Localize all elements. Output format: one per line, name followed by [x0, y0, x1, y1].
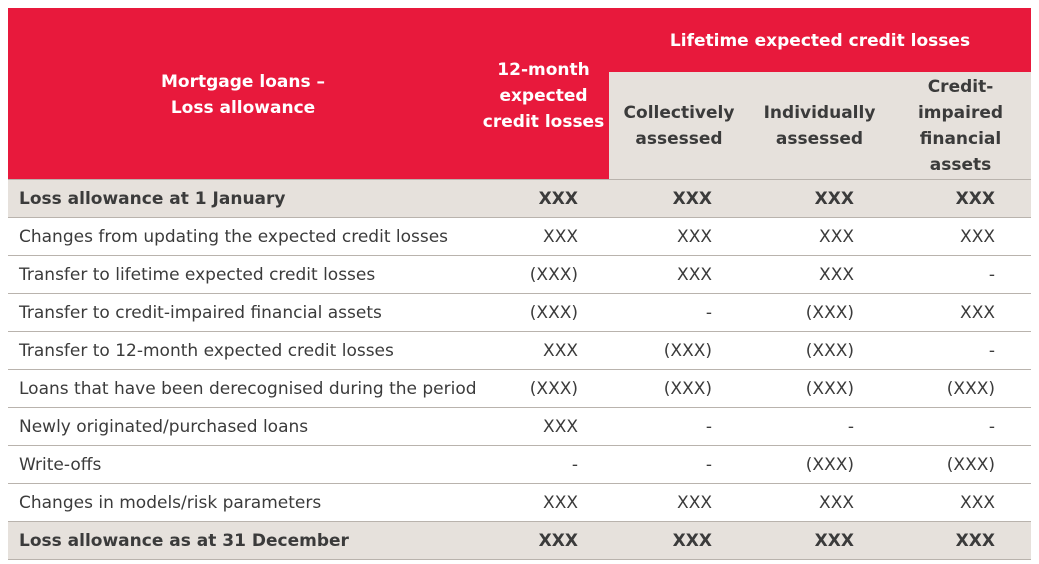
cell-individually: XXX — [819, 226, 854, 247]
cell-12-month: (XXX) — [529, 378, 578, 399]
cell-collectively: - — [705, 302, 712, 323]
column-header-credit-impaired-line3: financial — [919, 128, 1002, 149]
cell-individually: (XXX) — [805, 454, 854, 475]
column-header-individually-assessed: Individually assessed — [749, 72, 890, 179]
table-row: Write-offs - - (XXX) (XXX) — [8, 446, 1031, 484]
cell-12-month: XXX — [543, 340, 578, 361]
cell-individually: - — [847, 416, 854, 437]
cell-credit-impaired: - — [988, 264, 995, 285]
cell-credit-impaired: XXX — [960, 302, 995, 323]
cell-credit-impaired: XXX — [955, 188, 995, 209]
cell-12-month: XXX — [543, 416, 578, 437]
row-label: Changes in models/risk parameters — [19, 492, 322, 513]
column-header-collectively-assessed: Collectively assessed — [609, 72, 749, 179]
column-header-credit-impaired: Credit- impaired financial assets — [890, 72, 1031, 179]
cell-individually: XXX — [819, 264, 854, 285]
cell-credit-impaired: XXX — [955, 530, 995, 551]
cell-collectively: XXX — [677, 226, 712, 247]
cell-individually: (XXX) — [805, 302, 854, 323]
cell-credit-impaired: XXX — [960, 492, 995, 513]
table-row: Transfer to 12-month expected credit los… — [8, 332, 1031, 370]
cell-credit-impaired: XXX — [960, 226, 995, 247]
column-header-12-month-line1: 12-month — [497, 60, 590, 80]
row-label: Loss allowance as at 31 December — [19, 530, 349, 551]
table-header: Mortgage loans – Loss allowance 12-month… — [8, 8, 1031, 179]
cell-individually: XXX — [814, 530, 854, 551]
cell-12-month: XXX — [543, 226, 578, 247]
table-row-opening-balance: Loss allowance at 1 January XXX XXX XXX … — [8, 180, 1031, 218]
column-group-header-lifetime: Lifetime expected credit losses — [669, 31, 971, 51]
cell-collectively: XXX — [672, 188, 712, 209]
row-label: Transfer to lifetime expected credit los… — [19, 264, 376, 285]
column-header-collectively-line1: Collectively — [623, 102, 735, 123]
cell-collectively: XXX — [677, 264, 712, 285]
table-row: Changes from updating the expected credi… — [8, 218, 1031, 256]
column-header-credit-impaired-line2: impaired — [917, 102, 1004, 123]
column-header-12-month: 12-month expected credit losses — [478, 57, 609, 135]
table-row: Newly originated/purchased loans XXX - -… — [8, 408, 1031, 446]
table-title-line1: Mortgage loans – — [161, 72, 325, 92]
cell-12-month: (XXX) — [529, 264, 578, 285]
row-label: Loss allowance at 1 January — [19, 188, 286, 209]
row-label: Transfer to 12-month expected credit los… — [19, 340, 394, 361]
cell-collectively: XXX — [672, 530, 712, 551]
table-row: Changes in models/risk parameters XXX XX… — [8, 484, 1031, 522]
table-body: Loss allowance at 1 January XXX XXX XXX … — [8, 179, 1031, 560]
cell-collectively: (XXX) — [663, 340, 712, 361]
row-label: Changes from updating the expected credi… — [19, 226, 449, 247]
table-row: Loans that have been derecognised during… — [8, 370, 1031, 408]
table-row: Transfer to lifetime expected credit los… — [8, 256, 1031, 294]
cell-collectively: - — [705, 416, 712, 437]
column-header-individually-line2: assessed — [775, 128, 864, 149]
column-header-12-month-line2: expected — [499, 86, 588, 106]
cell-12-month: XXX — [543, 492, 578, 513]
row-label: Write-offs — [19, 454, 102, 475]
cell-individually: XXX — [814, 188, 854, 209]
cell-12-month: - — [571, 454, 578, 475]
row-label: Newly originated/purchased loans — [19, 416, 309, 437]
column-header-individually-line1: Individually — [763, 102, 876, 123]
column-header-collectively-line2: assessed — [635, 128, 723, 149]
table-title: Mortgage loans – Loss allowance — [8, 69, 478, 121]
table-row: Transfer to credit-impaired financial as… — [8, 294, 1031, 332]
column-header-12-month-line3: credit losses — [482, 112, 605, 132]
cell-12-month: XXX — [538, 188, 578, 209]
cell-individually: XXX — [819, 492, 854, 513]
cell-credit-impaired: (XXX) — [946, 454, 995, 475]
cell-12-month: (XXX) — [529, 302, 578, 323]
column-header-credit-impaired-line4: assets — [929, 154, 992, 175]
cell-individually: (XXX) — [805, 340, 854, 361]
cell-credit-impaired: (XXX) — [946, 378, 995, 399]
cell-credit-impaired: - — [988, 416, 995, 437]
loss-allowance-table: Mortgage loans – Loss allowance 12-month… — [8, 8, 1031, 560]
lifetime-subheader-band: Collectively assessed Individually asses… — [609, 72, 1031, 179]
table-row-closing-balance: Loss allowance as at 31 December XXX XXX… — [8, 522, 1031, 560]
cell-collectively: (XXX) — [663, 378, 712, 399]
column-header-credit-impaired-line1: Credit- — [927, 76, 994, 97]
cell-collectively: - — [705, 454, 712, 475]
table-title-line2: Loss allowance — [170, 98, 316, 118]
row-label: Transfer to credit-impaired financial as… — [19, 302, 382, 323]
row-label: Loans that have been derecognised during… — [19, 378, 477, 399]
cell-12-month: XXX — [538, 530, 578, 551]
cell-credit-impaired: - — [988, 340, 995, 361]
cell-individually: (XXX) — [805, 378, 854, 399]
cell-collectively: XXX — [677, 492, 712, 513]
